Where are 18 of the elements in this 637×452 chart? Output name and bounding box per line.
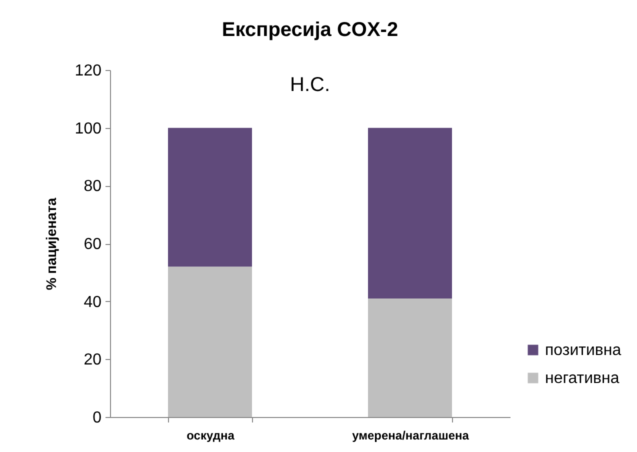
bar <box>368 128 452 298</box>
bar <box>168 266 252 417</box>
y-tick-label: 100 <box>74 120 102 138</box>
bar <box>368 298 452 417</box>
y-tick-label: 0 <box>92 410 102 426</box>
y-tick-label: 20 <box>84 352 102 369</box>
y-tick-label: 120 <box>74 62 102 80</box>
y-axis-title: % пацијената <box>42 198 59 290</box>
y-tick-label: 60 <box>84 236 102 253</box>
annotation: Н.С. <box>290 74 330 96</box>
y-tick-label: 80 <box>84 178 102 196</box>
y-tick-label: 40 <box>84 294 102 311</box>
x-tick-label: оскудна <box>186 428 235 442</box>
legend-label: негативна <box>545 370 620 387</box>
legend-label: позитивна <box>545 342 622 359</box>
x-tick-label: умерена/наглашена <box>352 428 470 442</box>
chart-title: Експресија COX-2 <box>222 19 398 41</box>
bar <box>168 128 252 267</box>
